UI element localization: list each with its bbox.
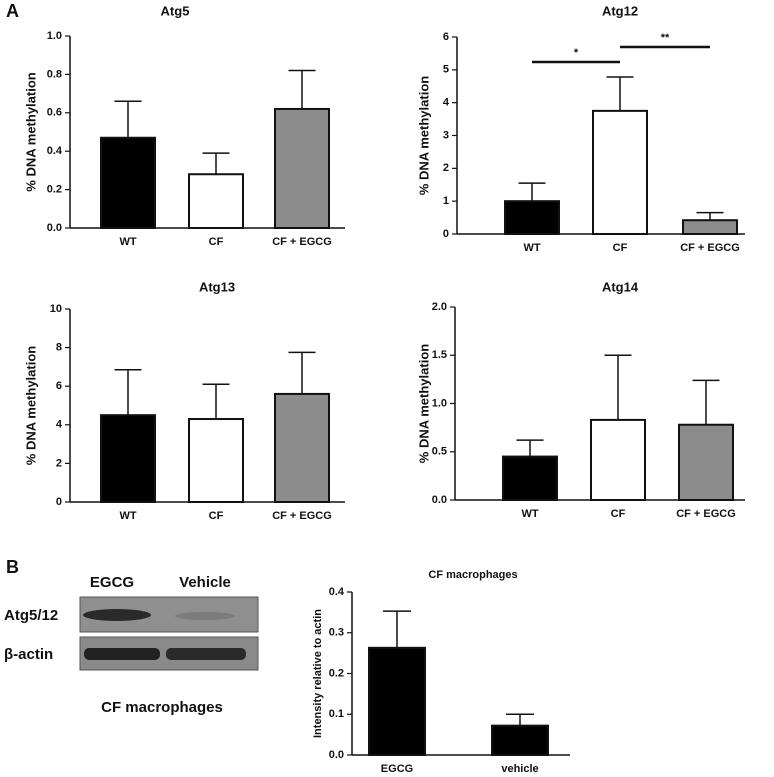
- bar: [188, 418, 244, 504]
- y-axis-label: % DNA methylation: [23, 72, 38, 191]
- y-axis-label: % DNA methylation: [23, 346, 38, 465]
- y-tick-label: 0.0: [329, 749, 344, 761]
- y-tick-label: 0.8: [47, 68, 62, 80]
- chart-title: Atg5: [161, 3, 190, 18]
- bar: [592, 109, 648, 235]
- bar: [188, 173, 244, 230]
- y-tick-label: 0.5: [432, 446, 447, 458]
- y-tick-label: 3: [443, 129, 449, 141]
- y-tick-label: 0.0: [432, 494, 447, 506]
- x-tick-label: EGCG: [381, 763, 413, 775]
- significance-label: **: [661, 32, 670, 44]
- blot-band: [166, 648, 246, 660]
- bar: [682, 219, 738, 236]
- row-label: Atg5/12: [4, 607, 58, 624]
- bar: [274, 392, 330, 504]
- y-tick-label: 0.4: [47, 145, 63, 157]
- y-tick-label: 6: [443, 31, 449, 43]
- blot-caption: CF macrophages: [101, 699, 223, 716]
- x-tick-label: CF + EGCG: [272, 236, 332, 248]
- y-tick-label: 1.0: [432, 397, 447, 409]
- y-tick-label: 0.3: [329, 627, 344, 639]
- panel-label: B: [6, 557, 19, 577]
- y-tick-label: 0.2: [329, 667, 344, 679]
- bar: [100, 414, 156, 503]
- y-tick-label: 0.1: [329, 708, 344, 720]
- y-tick-label: 0.4: [329, 586, 345, 598]
- x-tick-label: CF: [209, 510, 224, 522]
- lane-label: Vehicle: [179, 574, 231, 591]
- y-axis-label: % DNA methylation: [416, 344, 431, 463]
- x-tick-label: WT: [521, 508, 538, 520]
- bar: [502, 455, 558, 502]
- y-tick-label: 2: [443, 162, 449, 174]
- x-tick-label: CF: [209, 236, 224, 248]
- bar: [590, 418, 646, 501]
- x-tick-label: CF + EGCG: [676, 508, 736, 520]
- x-tick-label: CF + EGCG: [680, 242, 740, 254]
- blot-band: [175, 612, 235, 620]
- y-tick-label: 4: [56, 419, 63, 431]
- bar: [100, 136, 156, 229]
- chart-title: Atg12: [602, 3, 638, 18]
- y-tick-label: 10: [50, 303, 62, 315]
- chart-title: Atg14: [602, 279, 639, 294]
- x-tick-label: CF: [613, 242, 628, 254]
- y-tick-label: 2: [56, 457, 62, 469]
- bar: [504, 200, 560, 236]
- chart-title: CF macrophages: [428, 569, 517, 581]
- panel-label: A: [6, 1, 19, 21]
- blot-band: [83, 609, 151, 621]
- chart-title: Atg13: [199, 279, 235, 294]
- x-tick-label: vehicle: [501, 763, 538, 775]
- y-tick-label: 1.5: [432, 349, 447, 361]
- bar: [491, 724, 549, 756]
- y-tick-label: 1: [443, 195, 449, 207]
- x-tick-label: WT: [523, 242, 540, 254]
- significance-label: *: [574, 47, 579, 59]
- bar: [368, 646, 426, 757]
- blot-band: [84, 648, 160, 660]
- bar: [678, 423, 734, 502]
- y-axis-label: Intensity relative to actin: [312, 609, 324, 738]
- x-tick-label: WT: [119, 236, 136, 248]
- x-tick-label: WT: [119, 510, 136, 522]
- lane-label: EGCG: [90, 574, 134, 591]
- y-tick-label: 0: [443, 228, 449, 240]
- y-tick-label: 1.0: [47, 30, 62, 42]
- y-tick-label: 0.0: [47, 222, 62, 234]
- bar: [274, 107, 330, 229]
- y-tick-label: 8: [56, 342, 62, 354]
- y-tick-label: 2.0: [432, 301, 447, 313]
- y-tick-label: 0: [56, 496, 62, 508]
- y-tick-label: 4: [443, 97, 450, 109]
- x-tick-label: CF + EGCG: [272, 510, 332, 522]
- y-tick-label: 0.2: [47, 184, 62, 196]
- y-tick-label: 6: [56, 380, 62, 392]
- y-axis-label: % DNA methylation: [416, 76, 431, 195]
- row-label: β-actin: [4, 646, 53, 663]
- x-tick-label: CF: [611, 508, 626, 520]
- y-tick-label: 5: [443, 64, 449, 76]
- y-tick-label: 0.6: [47, 107, 62, 119]
